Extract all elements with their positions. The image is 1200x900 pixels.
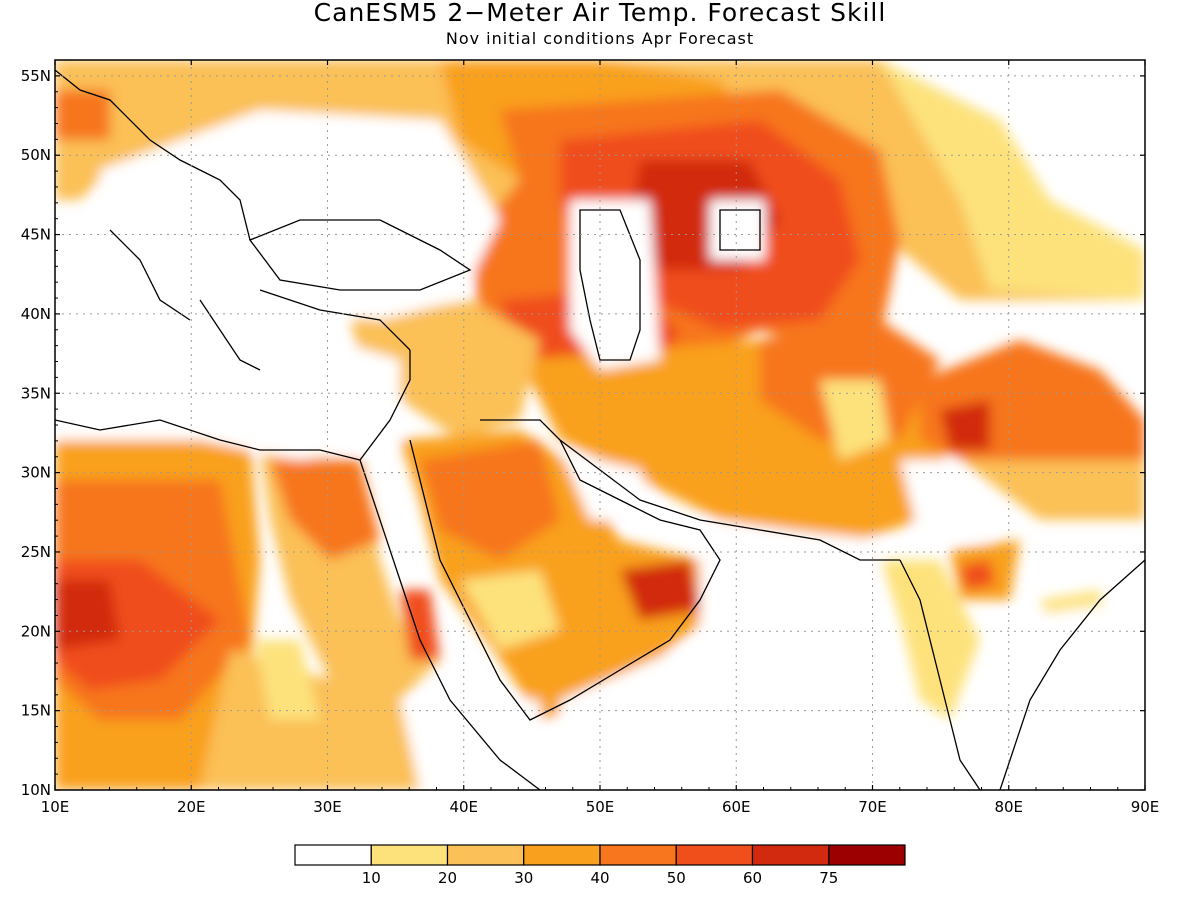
skill-area-egypt-high [270,460,380,560]
skill-area-north-india-high [940,400,990,450]
lat-tick-label: 25N [21,543,51,561]
colorbar-label: 20 [438,869,457,887]
colorbar: 10 20 30 40 50 60 75 [294,844,906,887]
gridlines [55,60,1145,790]
skill-area-levant [350,300,540,440]
colorbar-label: 30 [514,869,533,887]
coastline-caspian [579,209,641,361]
lon-tick-label: 10E [41,798,70,816]
coastlines [55,69,1145,790]
lat-tick-label: 55N [21,67,51,85]
axis-layer: 10N 15N 20N 25N 30N 35N 40N 45N 50N 55N 10E 20E 30E 4… [21,59,1160,816]
skill-area-north-pale [880,60,1145,300]
coastline-arabia [409,419,721,721]
colorbar-label: 40 [590,869,609,887]
coastline-iran-pakistan [559,439,900,561]
lat-tick-label: 50N [21,146,51,164]
lon-tick-label: 60E [722,798,751,816]
coastline-india [899,559,981,790]
coastline-italy [109,229,191,321]
skill-gap-india-center [900,460,990,540]
skill-area-sahel-pale [255,640,320,720]
colorbar-swatch [523,844,601,866]
skill-gap-europe-central [100,110,500,320]
colorbar-swatch [675,844,754,866]
lat-tick-label: 40N [21,305,51,323]
skill-area-red-sea [400,590,440,660]
lon-tick-label: 70E [858,798,887,816]
coastline-europe [55,69,251,241]
coastline-greece [199,299,261,371]
coastline-aral [719,209,761,251]
skill-area-arabia-high [420,440,560,560]
colorbar-swatch [599,844,677,866]
colorbar-swatch [294,844,372,866]
coastline-india-east [999,559,1145,790]
lat-tick-label: 35N [21,384,51,402]
skill-area-sahara-peak [55,580,120,650]
map-subtitle: Nov initial conditions Apr Forecast [445,29,755,48]
coastline-black-sea [248,219,472,291]
skill-area-india-center-high [960,560,995,590]
lat-tick-label: 20N [21,622,51,640]
coastline-north-africa [55,350,411,461]
lon-tick-label: 90E [1131,798,1160,816]
skill-gap-ethiopia [400,700,540,790]
lon-tick-label: 40E [449,798,478,816]
lon-tick-label: 20E [177,798,206,816]
colorbar-label: 60 [743,869,762,887]
colorbar-swatch [370,844,449,866]
colorbar-swatch [446,844,525,866]
colorbar-swatch [751,844,830,866]
skill-gap-mediterranean [55,250,400,460]
lon-tick-label: 30E [313,798,342,816]
lon-tick-label: 80E [994,798,1023,816]
lon-tick-label: 50E [586,798,615,816]
map-title: CanESM5 2−Meter Air Temp. Forecast Skill [313,0,887,27]
lat-tick-label: 10N [21,781,51,799]
lat-tick-label: 15N [21,702,51,720]
coastline-anatolia [259,289,411,351]
skill-area-north-india-pale [960,460,1145,520]
skill-gap-bay-of-bengal [980,600,1145,790]
colorbar-label: 10 [362,869,381,887]
skill-area-europe-west [55,90,110,140]
skill-gap-aral [710,200,765,260]
skill-area-oman [620,560,700,620]
colorbar-label: 75 [819,869,838,887]
skill-area-arabia-center [460,570,560,650]
skill-gap-arabian-sea [560,520,880,790]
colorbar-label: 50 [667,869,686,887]
lat-tick-label: 30N [21,464,51,482]
coastline-red-sea [359,459,541,790]
lat-tick-label: 45N [21,226,51,244]
skill-gap-gulf [560,450,660,520]
colorbar-swatch [828,844,906,866]
